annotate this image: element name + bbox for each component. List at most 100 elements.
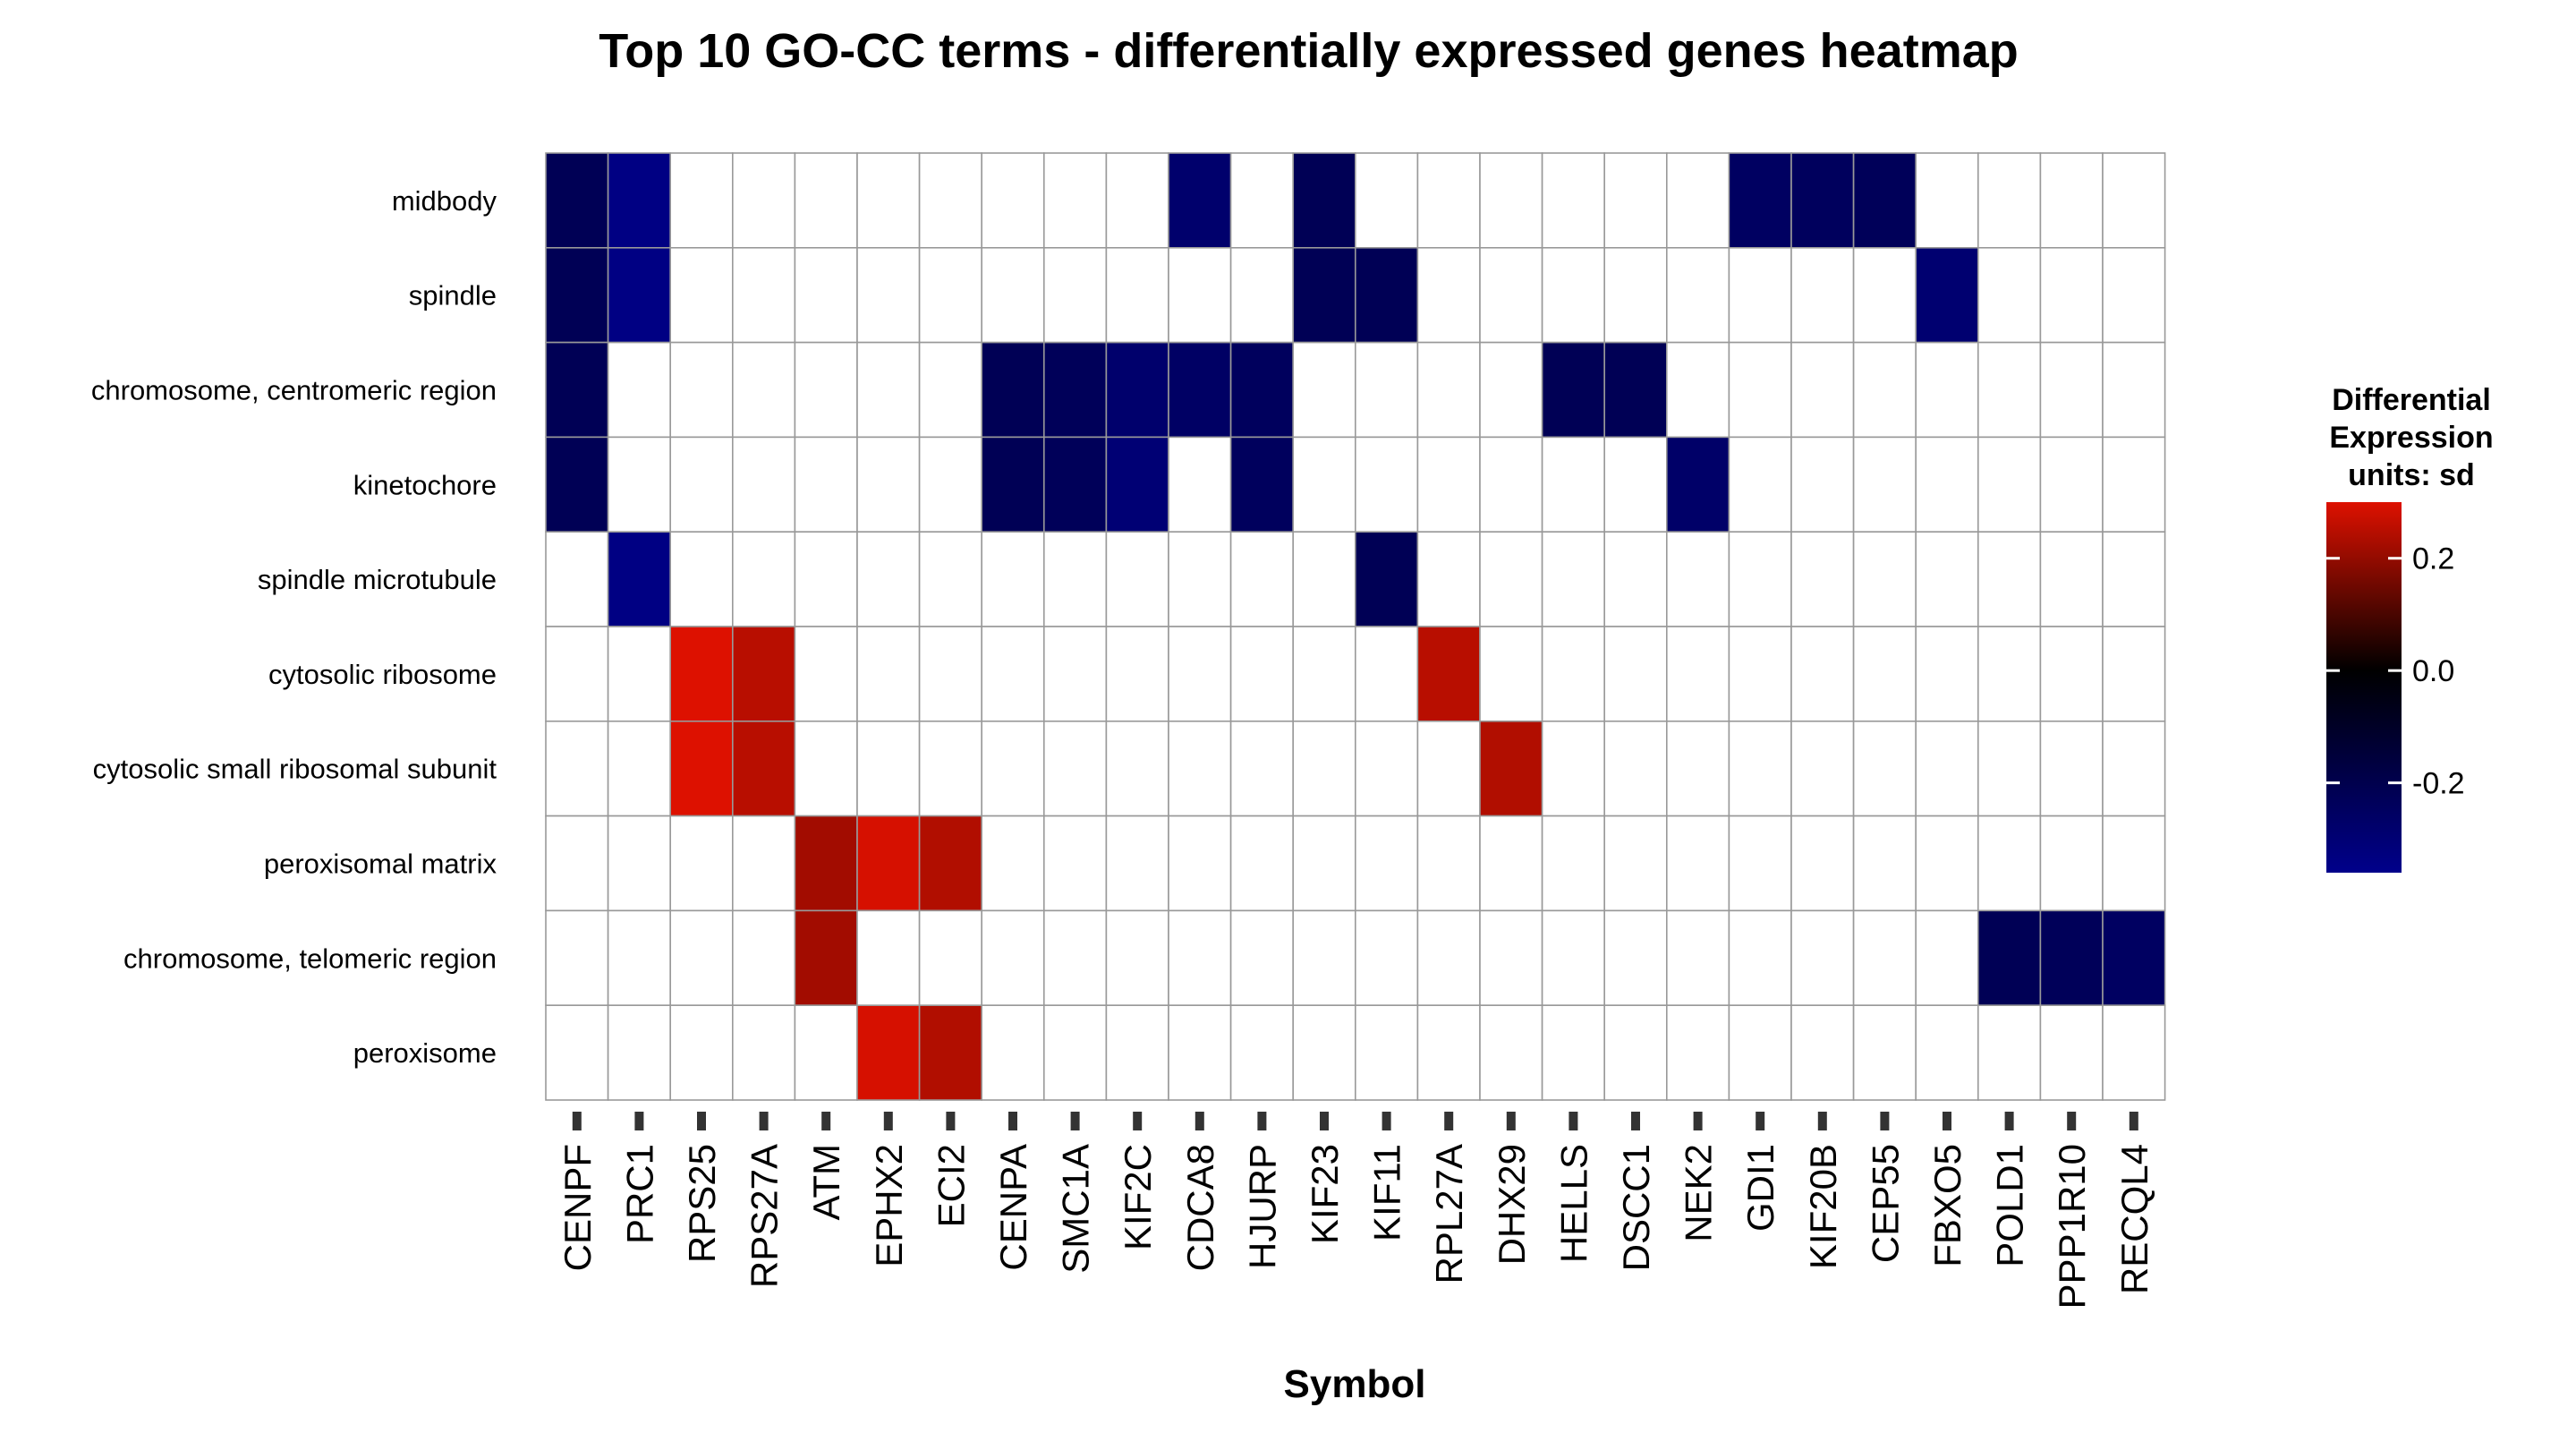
- heatmap-cell: [1292, 720, 1356, 817]
- x-tick-label: FBXO5: [1926, 1144, 1968, 1267]
- x-tick-mark: [1506, 1112, 1516, 1130]
- heatmap-cell: [1977, 1004, 2042, 1101]
- x-axis-title: Symbol: [1283, 1362, 1426, 1406]
- x-tick-label: CENPA: [992, 1144, 1034, 1271]
- heatmap-cell: [1852, 1004, 1917, 1101]
- x-tick-mark: [1382, 1112, 1391, 1130]
- heatmap-cell: [1168, 436, 1232, 533]
- heatmap-cell: [1790, 152, 1855, 249]
- heatmap-cell: [1168, 626, 1232, 722]
- heatmap-cell: [1666, 909, 1730, 1007]
- heatmap-cell: [1852, 720, 1917, 817]
- heatmap-cell: [1043, 626, 1108, 722]
- heatmap-cell: [1355, 436, 1419, 533]
- heatmap-cell: [1355, 1004, 1419, 1101]
- heatmap-cell: [1666, 815, 1730, 912]
- heatmap-cell: [1416, 1004, 1481, 1101]
- heatmap-cell: [856, 1004, 921, 1101]
- heatmap-cell: [1043, 815, 1108, 912]
- heatmap-cell: [1105, 815, 1169, 912]
- heatmap-cell: [1666, 341, 1730, 439]
- heatmap-cell: [856, 815, 921, 912]
- heatmap-cell: [794, 1004, 858, 1101]
- legend-tick-label: -0.2: [2412, 767, 2465, 801]
- heatmap-cell: [545, 341, 609, 439]
- heatmap-cell: [1229, 531, 1294, 627]
- x-tick-label: PRC1: [618, 1144, 660, 1244]
- heatmap-cell: [1915, 246, 1979, 344]
- y-tick-label: kinetochore: [353, 469, 497, 500]
- heatmap-cell: [607, 1004, 671, 1101]
- heatmap-cell: [1168, 720, 1232, 817]
- heatmap-cell: [1292, 531, 1356, 627]
- heatmap-cell: [1105, 436, 1169, 533]
- x-tick-label: GDI1: [1739, 1144, 1781, 1232]
- heatmap-cell: [545, 1004, 609, 1101]
- heatmap-cell: [1541, 909, 1605, 1007]
- heatmap-cell: [2039, 626, 2104, 722]
- heatmap-cell: [1541, 436, 1605, 533]
- legend-tick-label: 0.2: [2412, 542, 2454, 576]
- heatmap-cell: [1043, 152, 1108, 249]
- heatmap-cell: [2102, 1004, 2166, 1101]
- heatmap-cell: [1603, 720, 1668, 817]
- heatmap-cell: [1355, 152, 1419, 249]
- x-tick-mark: [1194, 1112, 1204, 1130]
- heatmap-cell: [1105, 720, 1169, 817]
- heatmap-cell: [2039, 341, 2104, 439]
- x-tick-label: CDCA8: [1179, 1144, 1221, 1271]
- x-tick-mark: [821, 1112, 831, 1130]
- heatmap-cell: [1479, 815, 1543, 912]
- heatmap-cell: [794, 531, 858, 627]
- x-tick-mark: [1133, 1112, 1143, 1130]
- heatmap-cell: [1728, 341, 1792, 439]
- heatmap-cell: [918, 436, 982, 533]
- heatmap-cell: [1541, 246, 1605, 344]
- heatmap-cell: [1915, 626, 1979, 722]
- heatmap-cell: [1728, 626, 1792, 722]
- heatmap-cell: [1416, 436, 1481, 533]
- heatmap-cell: [1915, 1004, 1979, 1101]
- heatmap-cell: [1728, 815, 1792, 912]
- heatmap-cell: [1852, 436, 1917, 533]
- heatmap-cell: [1790, 246, 1855, 344]
- heatmap-cell: [2039, 152, 2104, 249]
- heatmap-cell: [1977, 531, 2042, 627]
- heatmap-cell: [1229, 720, 1294, 817]
- x-tick-label: KIF20B: [1802, 1144, 1844, 1269]
- heatmap-cell: [1292, 815, 1356, 912]
- y-tick-label: spindle: [409, 280, 497, 311]
- heatmap-cell: [1977, 436, 2042, 533]
- heatmap-cell: [1355, 246, 1419, 344]
- heatmap-cell: [545, 626, 609, 722]
- heatmap-cell: [1168, 246, 1232, 344]
- heatmap-cell: [1355, 341, 1419, 439]
- heatmap-cell: [669, 626, 734, 722]
- heatmap-cell: [607, 341, 671, 439]
- heatmap-cell: [1105, 246, 1169, 344]
- heatmap-cell: [794, 815, 858, 912]
- x-tick-mark: [1070, 1112, 1080, 1130]
- legend-title-line: Differential: [2332, 383, 2491, 417]
- y-tick-label: peroxisome: [353, 1037, 497, 1069]
- heatmap-cell: [1852, 341, 1917, 439]
- heatmap-cell: [731, 436, 796, 533]
- heatmap-cell: [2102, 246, 2166, 344]
- heatmap-cell: [1603, 815, 1668, 912]
- heatmap-cell: [545, 246, 609, 344]
- x-tick-label: KIF11: [1366, 1144, 1408, 1241]
- heatmap-cell: [731, 1004, 796, 1101]
- heatmap-cell: [2039, 246, 2104, 344]
- heatmap-cell: [1977, 341, 2042, 439]
- y-tick-label: cytosolic ribosome: [268, 659, 497, 690]
- heatmap-cell: [1915, 152, 1979, 249]
- heatmap-cell: [2039, 436, 2104, 533]
- x-tick-mark: [2004, 1112, 2014, 1130]
- heatmap-cell: [1541, 720, 1605, 817]
- heatmap-cell: [1168, 1004, 1232, 1101]
- heatmap-cell: [918, 341, 982, 439]
- heatmap-cell: [545, 152, 609, 249]
- heatmap-cell: [1416, 341, 1481, 439]
- heatmap-cell: [1043, 909, 1108, 1007]
